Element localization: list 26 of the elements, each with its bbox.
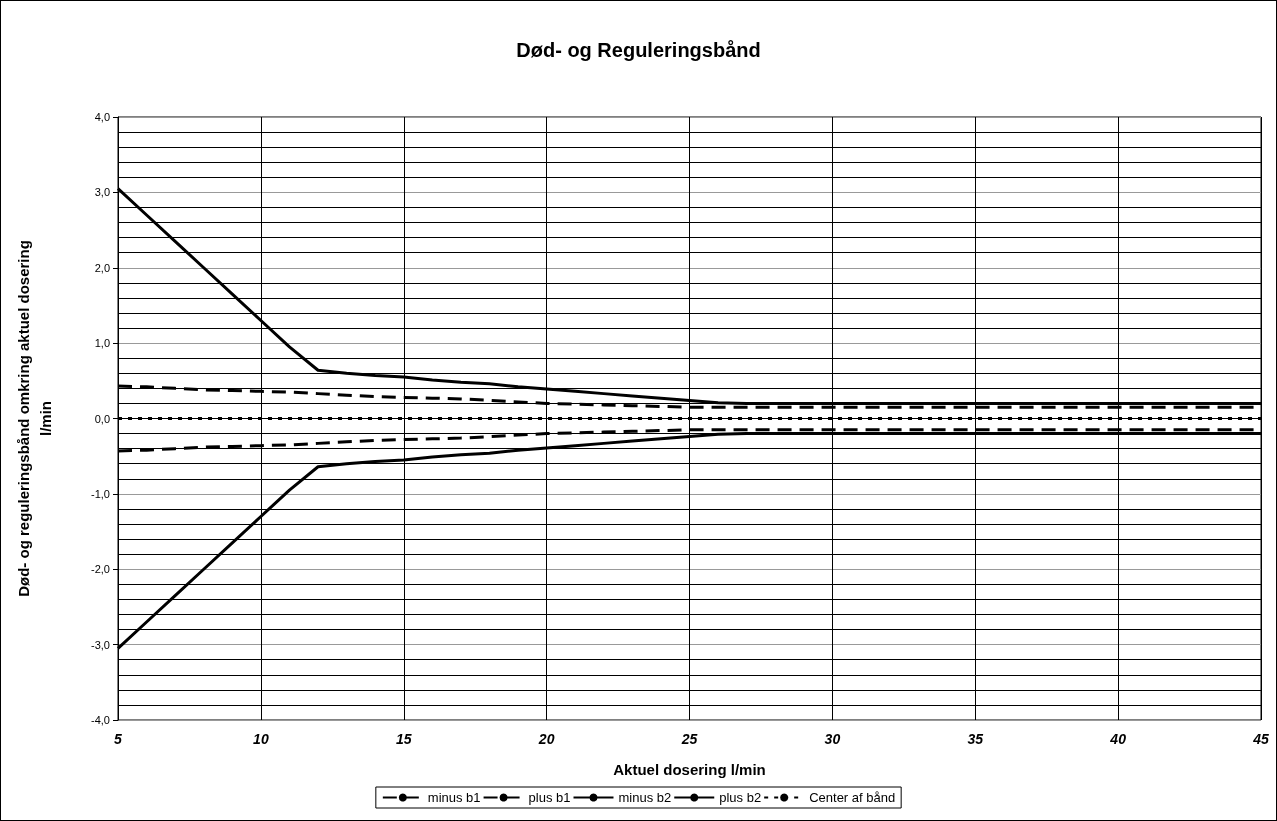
y-tick-label: 0,0 <box>94 412 110 425</box>
x-tick-label: 15 <box>395 731 412 747</box>
x-tick-label: 5 <box>114 731 123 747</box>
x-tick-label: 20 <box>537 731 555 747</box>
legend-label: plus b1 <box>528 790 571 805</box>
y-tick-label: -3,0 <box>91 638 110 651</box>
x-tick-label: 35 <box>967 731 984 747</box>
y-tick-label: -2,0 <box>91 563 110 576</box>
y-tick-label: -1,0 <box>91 487 110 500</box>
legend-label: minus b1 <box>427 790 481 805</box>
y-tick-label: 4,0 <box>94 111 110 123</box>
x-tick-label: 30 <box>824 731 841 747</box>
x-axis-title: Aktuel dosering l/min <box>613 761 766 778</box>
x-tick-label: 45 <box>1252 731 1269 747</box>
x-tick-label: 40 <box>1109 731 1127 747</box>
y-tick-label: 3,0 <box>94 186 110 199</box>
legend-label: Center af bånd <box>809 790 896 805</box>
y-tick-label: 1,0 <box>94 337 110 350</box>
legend-label: minus b2 <box>618 790 672 805</box>
y-axis-title: Død- og reguleringsbånd omkring aktuel dosering l/min <box>14 240 54 597</box>
y-tick-label: -4,0 <box>91 714 110 726</box>
x-tick-label: 10 <box>253 731 269 747</box>
x-tick-label: 25 <box>680 731 698 747</box>
chart-title: Død- og Reguleringsbånd <box>516 39 761 61</box>
legend-label: plus b2 <box>719 790 762 805</box>
y-tick-label: 2,0 <box>94 261 110 274</box>
